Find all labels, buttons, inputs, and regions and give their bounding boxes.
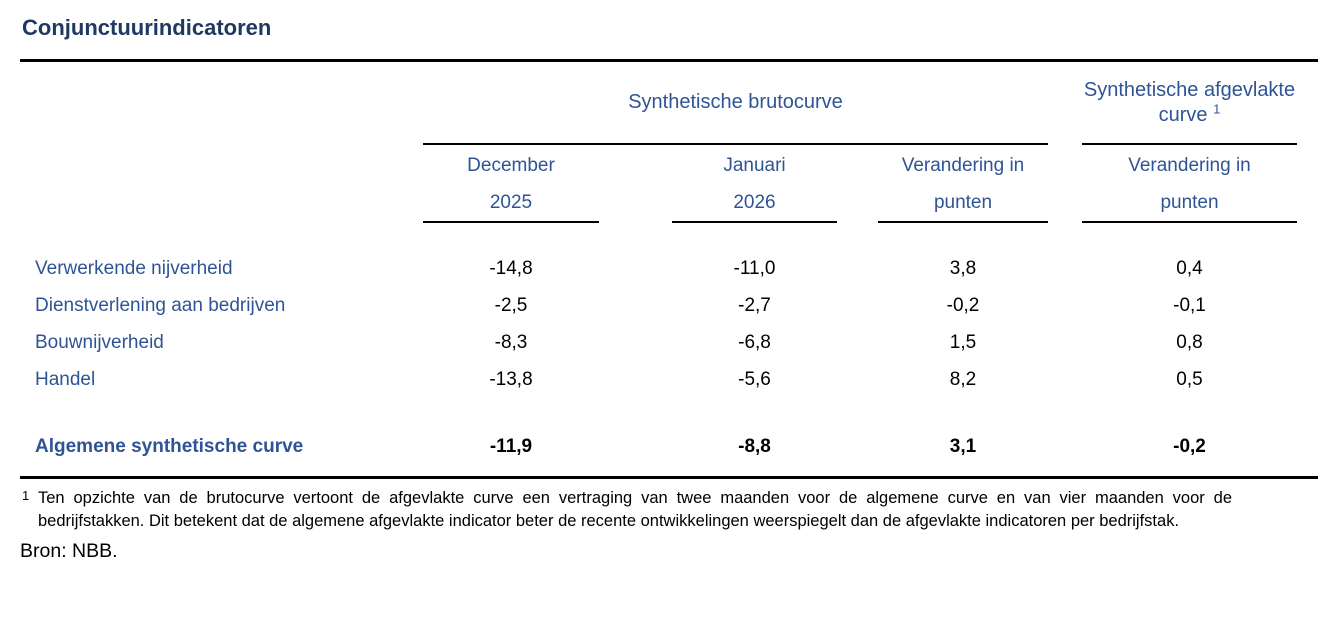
cell-value: -5,6 bbox=[738, 368, 771, 390]
column-header-row: December 2025 Januari 2026 Verandering i… bbox=[20, 145, 1318, 223]
column-header-line1: Verandering in bbox=[1128, 155, 1251, 176]
column-header-change-bruto: Verandering in punten bbox=[878, 145, 1048, 223]
column-header-month: December bbox=[467, 155, 555, 176]
column-header-december-2025: December 2025 bbox=[423, 145, 599, 223]
cell-value: 1,5 bbox=[949, 331, 977, 353]
column-header-line2: punten bbox=[933, 192, 993, 213]
table-row: Verwerkende nijverheid -14,8 -11,0 3,8 0… bbox=[20, 250, 1318, 287]
column-header-line1: Verandering in bbox=[901, 155, 1025, 176]
row-label: Dienstverlening aan bedrijven bbox=[35, 294, 286, 316]
top-rule bbox=[20, 59, 1318, 62]
footnote: 1 Ten opzichte van de brutocurve vertoon… bbox=[20, 487, 1318, 533]
cell-value: 8,2 bbox=[949, 368, 977, 390]
footnote-text: Ten opzichte van de brutocurve vertoont … bbox=[38, 489, 1232, 530]
table-row: Bouwnijverheid -8,3 -6,8 1,5 0,8 bbox=[20, 324, 1318, 361]
table-total-row: Algemene synthetische curve -11,9 -8,8 3… bbox=[20, 428, 1318, 465]
source-line: Bron: NBB. bbox=[20, 540, 118, 562]
cell-value: 0,4 bbox=[1176, 257, 1203, 279]
row-label: Verwerkende nijverheid bbox=[35, 257, 233, 279]
cell-value: -6,8 bbox=[738, 331, 771, 353]
total-row-label: Algemene synthetische curve bbox=[35, 435, 304, 457]
page-title: Conjunctuurindicatoren bbox=[22, 15, 272, 40]
group-header-afgevlakte: Synthetische afgevlakte curve 1 bbox=[1082, 62, 1297, 145]
cell-value: -8,3 bbox=[494, 331, 528, 353]
cell-value: -13,8 bbox=[489, 368, 533, 390]
cell-value: -2,7 bbox=[738, 294, 771, 316]
cell-value: -11,0 bbox=[733, 257, 776, 279]
group-header-afgevlakte-text: Synthetische afgevlakte curve bbox=[1083, 78, 1296, 126]
column-header-line2: punten bbox=[1160, 192, 1219, 213]
cell-value: 0,8 bbox=[1176, 331, 1203, 353]
body-total-spacer bbox=[20, 398, 1318, 428]
total-cell-value: -11,9 bbox=[489, 435, 533, 457]
column-header-change-afgevlakt: Verandering in punten bbox=[1082, 145, 1297, 223]
cell-value: 3,8 bbox=[949, 257, 977, 279]
footnote-marker: 1 bbox=[22, 488, 30, 503]
total-cell-value: -0,2 bbox=[1173, 435, 1206, 457]
cell-value: -0,1 bbox=[1173, 294, 1206, 316]
footnote-reference: 1 bbox=[1213, 100, 1221, 116]
cell-value: -14,8 bbox=[489, 257, 533, 279]
column-header-year: 2025 bbox=[489, 192, 533, 213]
header-body-spacer bbox=[20, 222, 1318, 250]
cell-value: -2,5 bbox=[494, 294, 528, 316]
group-header-afgevlakte-label: Synthetische afgevlakte curve 1 bbox=[1082, 78, 1297, 128]
table-row: Dienstverlening aan bedrijven -2,5 -2,7 … bbox=[20, 287, 1318, 324]
table-row: Handel -13,8 -5,6 8,2 0,5 bbox=[20, 361, 1318, 398]
group-header-row: Synthetische brutocurve Synthetische afg… bbox=[20, 62, 1318, 145]
row-label: Bouwnijverheid bbox=[35, 331, 164, 353]
group-header-brutocurve-label: Synthetische brutocurve bbox=[628, 91, 843, 113]
column-header-januari-2026: Januari 2026 bbox=[672, 145, 837, 223]
bottom-rule bbox=[20, 476, 1318, 479]
row-label: Handel bbox=[35, 368, 96, 390]
total-cell-value: 3,1 bbox=[949, 435, 977, 457]
column-header-month: Januari bbox=[723, 155, 786, 176]
group-header-brutocurve: Synthetische brutocurve bbox=[423, 62, 1048, 145]
cell-value: -0,2 bbox=[946, 294, 980, 316]
column-header-year: 2026 bbox=[733, 192, 776, 213]
total-cell-value: -8,8 bbox=[738, 435, 771, 457]
cell-value: 0,5 bbox=[1176, 368, 1203, 390]
